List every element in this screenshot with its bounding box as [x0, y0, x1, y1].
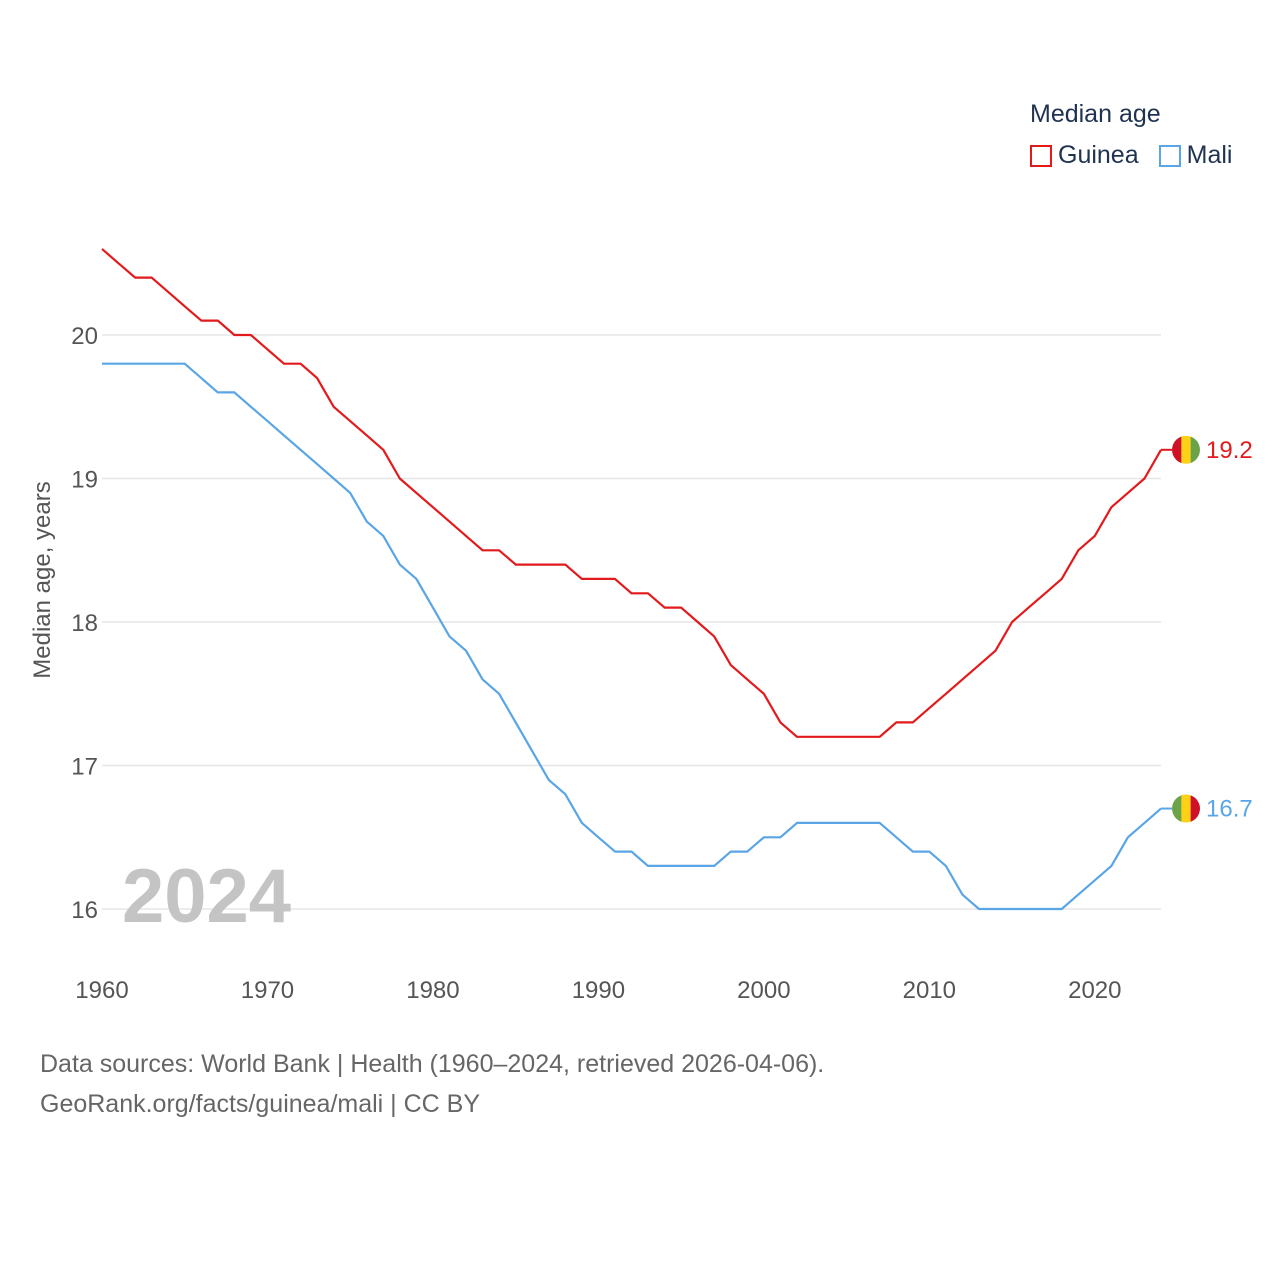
legend-swatch-guinea [1030, 144, 1052, 167]
footer: Data sources: World Bank | Health (1960–… [40, 1044, 824, 1124]
attribution-link[interactable]: GeoRank.org/facts/guinea/mali | CC BY [40, 1090, 481, 1118]
grid [102, 334, 1161, 910]
legend-title: Median age [1030, 100, 1161, 128]
y-axis-label: Median age, years [29, 481, 56, 678]
series-lines [101, 248, 1162, 911]
data-sources-note: Data sources: World Bank | Health (1960–… [40, 1050, 825, 1078]
end-value-label-mali: 16.7 [1206, 796, 1253, 823]
series-end-markers: 19.2 16.7 [1161, 435, 1253, 823]
flag-icon-mali [1172, 794, 1200, 823]
flag-icon-guinea [1172, 435, 1200, 464]
x-tick-label: 1980 [406, 977, 459, 1004]
legend: Median age Guinea Mali [1030, 100, 1232, 170]
legend-items: Guinea Mali [1030, 141, 1232, 170]
y-tick-label: 20 [71, 323, 98, 350]
end-value-label-guinea: 19.2 [1206, 437, 1253, 464]
x-axis-ticks: 1960 1970 1980 1990 2000 2010 2020 [75, 977, 1121, 1004]
legend-item-guinea[interactable]: Guinea [1030, 141, 1139, 170]
x-tick-label: 2020 [1068, 977, 1121, 1004]
series-line-guinea[interactable] [101, 248, 1162, 738]
y-tick-label: 19 [71, 467, 98, 494]
series-line-mali[interactable] [102, 362, 1162, 911]
x-tick-label: 1970 [241, 977, 294, 1004]
y-tick-label: 18 [71, 610, 98, 637]
y-tick-label: 17 [71, 754, 98, 781]
y-tick-label: 16 [71, 897, 98, 924]
x-tick-label: 1990 [572, 977, 625, 1004]
legend-swatch-mali [1158, 144, 1181, 167]
year-watermark: 2024 [122, 854, 291, 939]
legend-label-guinea: Guinea [1058, 141, 1139, 169]
x-tick-label: 2010 [903, 977, 956, 1004]
x-tick-label: 2000 [737, 977, 790, 1004]
legend-item-mali[interactable]: Mali [1158, 141, 1233, 170]
x-tick-label: 1960 [75, 977, 128, 1004]
legend-label-mali: Mali [1186, 141, 1233, 169]
y-axis-ticks: 16 17 18 19 20 [71, 323, 98, 924]
